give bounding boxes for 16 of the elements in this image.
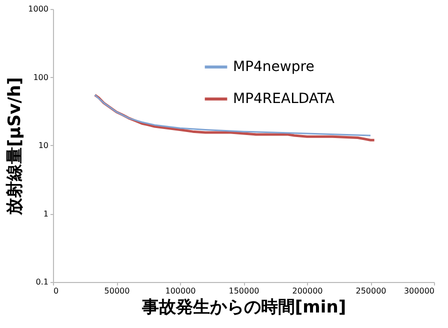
y-tick-label: 1 [43,209,48,218]
y-axis-title: 放射線量[μSv/h] [5,77,26,216]
y-tick-label: 0.1 [36,278,48,286]
y-tick-label: 1000 [28,4,48,14]
legend-label: MP4newpre [233,59,314,75]
x-axis-title: 事故発生からの時間[min] [140,298,346,318]
x-tick-label: 150000 [228,286,260,296]
y-tick-label: 10 [38,141,48,150]
x-tick-label: 0 [54,286,59,296]
x-tick-label: 250000 [356,286,386,296]
legend-label: MP4REALDATA [233,91,335,107]
x-tick-label: 100000 [165,286,196,296]
x-tick-label: 300000 [404,286,434,296]
x-tick-label: 200000 [292,286,323,296]
x-tick-label: 50000 [104,286,130,296]
y-tick-label: 100 [33,72,48,82]
